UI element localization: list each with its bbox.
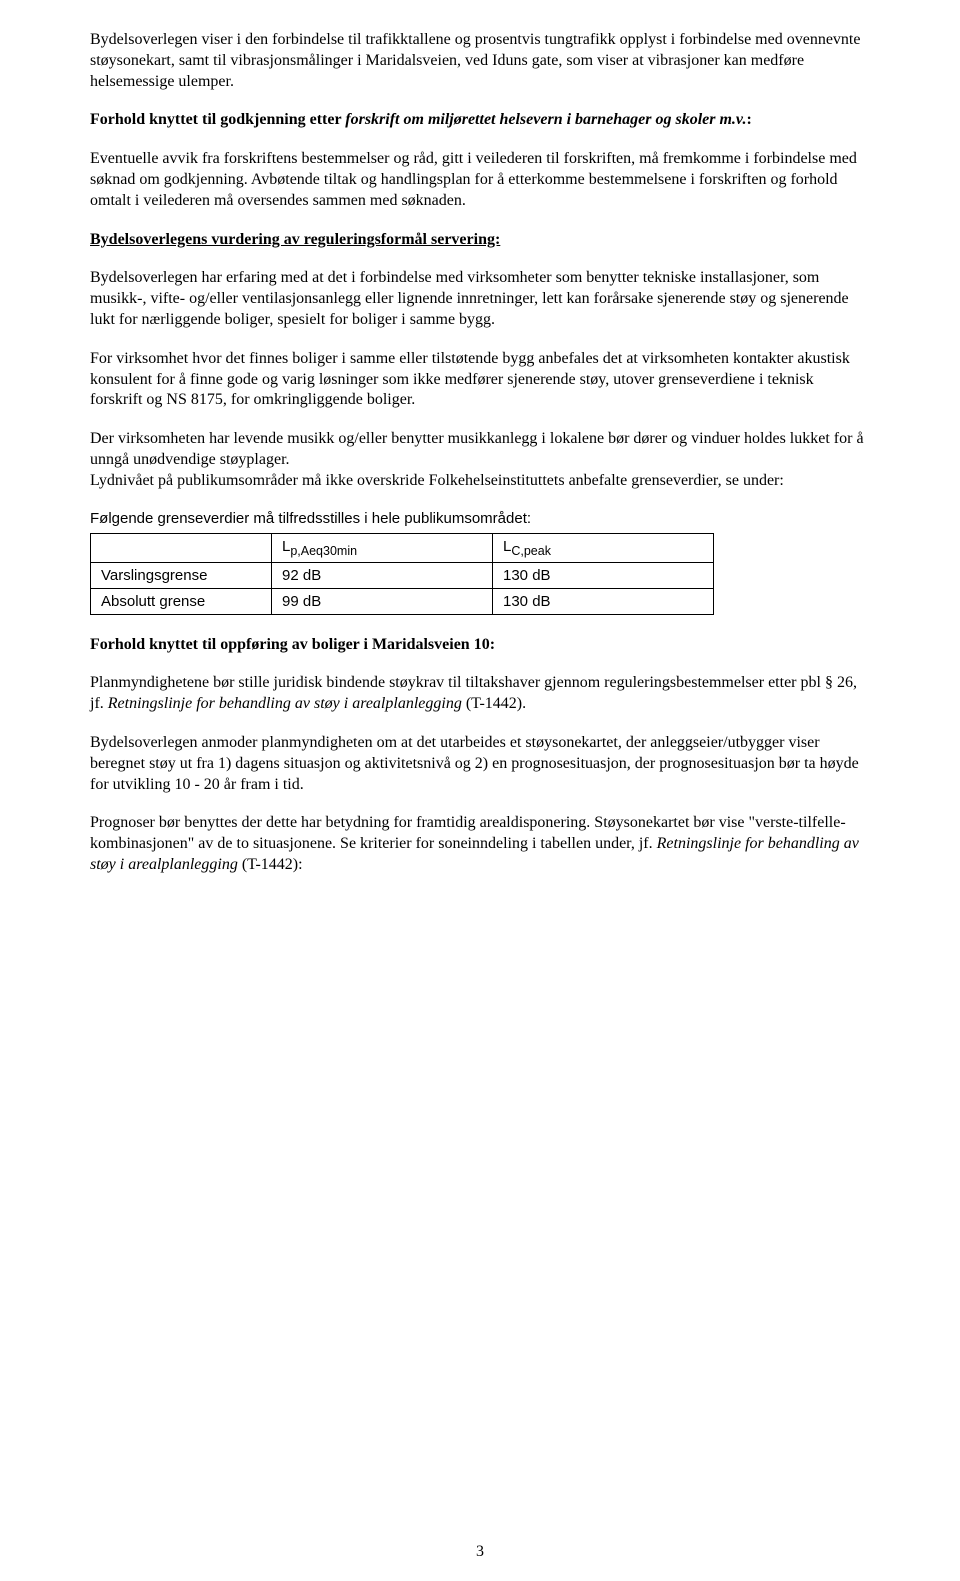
table-cell: 92 dB (272, 562, 493, 588)
paragraph: Bydelsoverlegen viser i den forbindelse … (90, 30, 870, 92)
section-heading-boliger: Forhold knyttet til oppføring av boliger… (90, 635, 870, 656)
table-row: Lp,Aeq30min LC,peak (91, 533, 714, 562)
table-cell: 130 dB (493, 562, 714, 588)
text-line: Lydnivået på publikumsområder må ikke ov… (90, 472, 784, 489)
table-cell: 130 dB (493, 588, 714, 614)
paragraph: Eventuelle avvik fra forskriftens bestem… (90, 149, 870, 211)
paragraph: Bydelsoverlegen anmoder planmyndigheten … (90, 733, 870, 795)
text-span: (T-1442). (462, 695, 526, 712)
table-row: Absolutt grense 99 dB 130 dB (91, 588, 714, 614)
paragraph: Bydelsoverlegen har erfaring med at det … (90, 268, 870, 330)
text-line: Der virksomheten har levende musikk og/e… (90, 430, 864, 468)
limits-table: Lp,Aeq30min LC,peak Varslingsgrense 92 d… (90, 533, 714, 615)
column-label: Lp,Aeq30min (282, 538, 357, 555)
section-heading-servering: Bydelsoverlegens vurdering av regulering… (90, 230, 870, 251)
text-span: (T-1442): (238, 856, 303, 873)
table-cell: Absolutt grense (91, 588, 272, 614)
limits-table-block: Følgende grenseverdier må tilfredsstille… (90, 510, 870, 615)
table-header-cell: Lp,Aeq30min (272, 533, 493, 562)
bold-italic-text: forskrift om miljørettet helsevern i bar… (345, 111, 746, 128)
paragraph: Der virksomheten har levende musikk og/e… (90, 429, 870, 491)
paragraph-forhold-godkjenning: Forhold knyttet til godkjenning etter fo… (90, 110, 870, 131)
bold-text: : (746, 111, 751, 128)
table-header-cell (91, 533, 272, 562)
paragraph: Prognoser bør benyttes der dette har bet… (90, 813, 870, 875)
paragraph: Planmyndighetene bør stille juridisk bin… (90, 673, 870, 715)
table-row: Varslingsgrense 92 dB 130 dB (91, 562, 714, 588)
table-header-cell: LC,peak (493, 533, 714, 562)
page-number: 3 (0, 1543, 960, 1561)
table-cell: Varslingsgrense (91, 562, 272, 588)
document-page: Bydelsoverlegen viser i den forbindelse … (0, 0, 960, 1581)
column-label: LC,peak (503, 538, 551, 555)
italic-text: Retningslinje for behandling av støy i a… (108, 695, 462, 712)
paragraph: For virksomhet hvor det finnes boliger i… (90, 349, 870, 411)
table-caption: Følgende grenseverdier må tilfredsstille… (90, 510, 870, 527)
table-cell: 99 dB (272, 588, 493, 614)
bold-text: Forhold knyttet til godkjenning etter (90, 111, 345, 128)
